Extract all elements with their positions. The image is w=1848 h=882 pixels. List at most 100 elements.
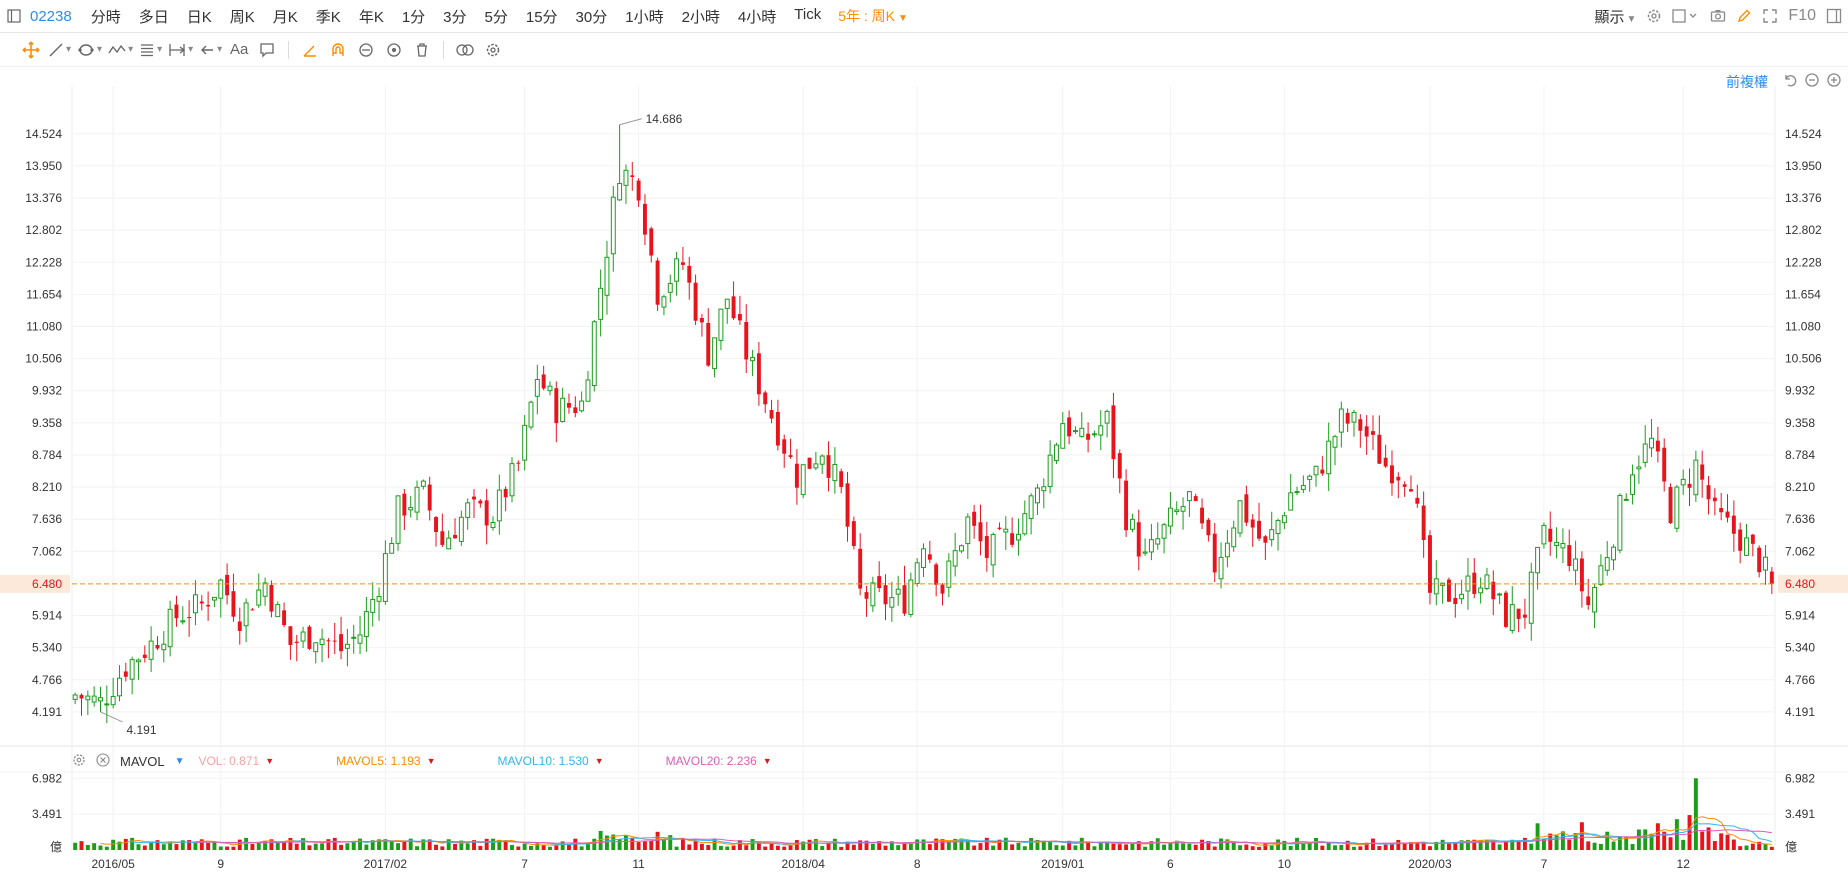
candle-body — [313, 642, 319, 653]
period-tab[interactable]: 多日 — [138, 8, 169, 26]
indicator-name[interactable]: MAVOL — [120, 753, 165, 769]
compare-icon[interactable] — [454, 39, 476, 61]
candle-body — [965, 516, 971, 545]
volume-bar — [79, 841, 84, 850]
volume-bar — [839, 846, 844, 850]
volume-bar — [1098, 841, 1103, 850]
panel-toggle-icon[interactable] — [1826, 8, 1842, 24]
zoom-out-icon[interactable] — [1804, 72, 1820, 91]
candle-body — [1288, 492, 1294, 511]
candle-body — [585, 379, 591, 402]
gear-icon[interactable] — [72, 753, 86, 770]
candle-body — [1072, 430, 1078, 433]
candle-body — [819, 455, 825, 465]
period-tab[interactable]: 年K — [358, 8, 384, 26]
period-tab[interactable]: 3分 — [443, 8, 467, 26]
close-icon[interactable] — [96, 752, 110, 770]
volume-bar — [453, 843, 457, 850]
y-tick-label-right: 9.358 — [1785, 416, 1815, 430]
period-tab[interactable]: 2小時 — [681, 8, 720, 26]
f10-button[interactable]: F10 — [1788, 7, 1816, 24]
period-tab[interactable]: 分時 — [90, 8, 121, 26]
volume-bar — [661, 838, 666, 850]
lock-draw-icon[interactable] — [355, 39, 377, 61]
chevron-down-icon: ▼ — [898, 13, 908, 24]
range-selector[interactable]: 5年 : 周K ▼ — [830, 6, 916, 26]
caret-down-icon: ▼ — [426, 756, 436, 766]
candle-body — [1409, 489, 1413, 492]
volume-bar — [1301, 842, 1306, 850]
comment-icon[interactable] — [256, 39, 278, 61]
gear-icon[interactable] — [1646, 8, 1662, 24]
volume-bar — [832, 838, 837, 850]
period-tab[interactable]: 季K — [315, 8, 341, 26]
volume-bar — [1193, 844, 1198, 850]
candle-body — [104, 703, 110, 706]
eye-icon[interactable] — [383, 39, 405, 61]
period-tab[interactable]: 日K — [186, 8, 212, 26]
candle-body — [1091, 433, 1097, 436]
measure-tool-icon[interactable] — [168, 39, 193, 61]
period-tab[interactable]: 1小時 — [625, 8, 664, 26]
candle-body — [1503, 592, 1508, 627]
candle-body — [440, 531, 445, 545]
shape-tool-icon[interactable] — [77, 39, 102, 61]
volume-bar — [275, 842, 280, 850]
settings-icon[interactable] — [482, 39, 504, 61]
period-tab[interactable]: 周K — [229, 8, 255, 26]
zoom-in-icon[interactable] — [1826, 72, 1842, 91]
period-tab[interactable]: 5分 — [484, 8, 508, 26]
price-adjust-toggle[interactable]: 前複權 — [1726, 74, 1768, 90]
layout-select-icon[interactable] — [1672, 8, 1700, 24]
angle-tool-icon[interactable] — [299, 39, 321, 61]
text-tool[interactable]: Aa — [230, 41, 249, 58]
candle-body — [642, 203, 647, 235]
candle-body — [1155, 538, 1161, 545]
volume-bar — [155, 840, 160, 850]
volume-bar — [1326, 842, 1331, 850]
camera-icon[interactable] — [1710, 8, 1726, 24]
candle-body — [98, 697, 103, 702]
candle-body — [351, 636, 357, 639]
fibonacci-tool-icon[interactable] — [139, 39, 162, 61]
volume-bar — [225, 846, 230, 850]
volume-bar — [991, 845, 996, 850]
volume-bar — [358, 838, 363, 850]
candle-body — [167, 608, 173, 648]
arrow-left-icon[interactable] — [199, 39, 222, 61]
period-tab[interactable]: 30分 — [575, 8, 608, 26]
candle-body — [667, 283, 673, 293]
display-menu[interactable]: 顯示 ▼ — [1595, 6, 1637, 27]
magnet-icon[interactable] — [327, 39, 349, 61]
period-tab[interactable]: 月K — [272, 8, 298, 26]
sidebar-toggle-icon[interactable] — [6, 8, 22, 24]
volume-bar — [1428, 846, 1432, 850]
candle-body — [1674, 486, 1680, 529]
period-tab[interactable]: Tick — [794, 5, 822, 23]
volume-bar — [1035, 839, 1040, 850]
trendline-tool-icon[interactable] — [48, 39, 71, 61]
candle-body — [959, 545, 964, 552]
candle-body — [1200, 507, 1205, 524]
volume-bar — [1643, 829, 1648, 850]
wave-tool-icon[interactable] — [108, 39, 133, 61]
period-tab[interactable]: 4小時 — [737, 8, 777, 26]
volume-bar — [1693, 778, 1698, 850]
chevron-down-icon[interactable]: ▼ — [174, 755, 185, 767]
pencil-icon[interactable] — [1736, 8, 1752, 24]
fullscreen-icon[interactable] — [1762, 8, 1778, 24]
mavol20-line — [195, 829, 1772, 845]
trash-icon[interactable] — [411, 39, 433, 61]
volume-bar — [1048, 841, 1053, 850]
crosshair-move-icon[interactable] — [20, 39, 42, 61]
period-tab[interactable]: 1分 — [401, 8, 426, 26]
stock-code[interactable]: 02238 — [30, 7, 72, 25]
volume-bar — [1472, 839, 1477, 850]
candle-body — [110, 696, 116, 706]
candle-body — [453, 534, 457, 539]
period-tab[interactable]: 15分 — [525, 8, 558, 26]
candle-body — [509, 463, 515, 497]
undo-icon[interactable] — [1782, 72, 1798, 91]
candle-body — [534, 379, 540, 397]
